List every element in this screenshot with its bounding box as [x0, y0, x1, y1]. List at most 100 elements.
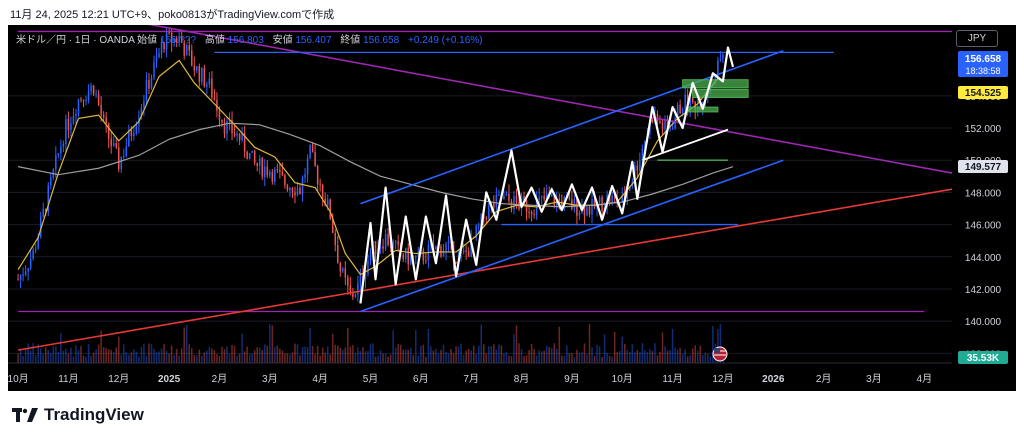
- candle-body: [576, 199, 578, 216]
- volume-bar: [629, 351, 631, 363]
- candle-body: [384, 234, 387, 249]
- volume-bar: [85, 356, 87, 363]
- volume-bar: [130, 352, 133, 363]
- x-tick-label: 3月: [262, 373, 278, 385]
- volume-bar: [344, 347, 347, 363]
- volume-bar: [515, 325, 518, 363]
- volume-bar: [543, 350, 545, 363]
- candle-body: [203, 67, 206, 87]
- volume-badge: [958, 351, 1008, 364]
- volume-bar: [256, 347, 258, 363]
- x-tick-label: 2025: [158, 374, 181, 385]
- candle-body: [583, 205, 586, 216]
- volume-bar: [513, 334, 515, 363]
- volume-bar: [561, 355, 563, 363]
- candle-body: [145, 79, 148, 102]
- candle-body: [168, 32, 170, 34]
- candle-body: [462, 250, 465, 253]
- volume-bar: [228, 353, 231, 363]
- candle-body: [112, 143, 115, 147]
- candle-body: [324, 198, 326, 206]
- candle-body: [719, 59, 722, 61]
- volume-bar: [470, 350, 472, 363]
- x-tick-label: 3月: [866, 373, 882, 385]
- volume-bar: [367, 350, 369, 363]
- candle-body: [97, 93, 100, 105]
- volume-bar: [221, 346, 223, 363]
- volume-bar: [281, 350, 284, 363]
- candle-body: [503, 195, 505, 200]
- moving-average-long-line: [17, 122, 734, 208]
- volume-bar: [508, 355, 510, 363]
- candle-body: [70, 123, 72, 130]
- volume-bar: [571, 353, 573, 363]
- volume-bar: [540, 351, 543, 363]
- volume-bar: [709, 356, 712, 363]
- volume-bar: [258, 347, 261, 363]
- x-tick-label: 2月: [212, 373, 228, 385]
- candle-body: [160, 43, 163, 54]
- volume-bar: [598, 346, 601, 363]
- zigzag-line: [359, 46, 735, 304]
- volume-bar: [102, 347, 105, 363]
- volume-bar: [480, 324, 483, 363]
- candle-body: [173, 38, 175, 43]
- candle-body: [661, 122, 664, 129]
- volume-bar: [641, 343, 644, 363]
- low-label: 安値: [272, 35, 293, 46]
- candlesticks: [17, 28, 724, 302]
- candle-body: [72, 116, 75, 124]
- volume-bar: [110, 349, 112, 363]
- volume-bar: [503, 353, 505, 363]
- candle-body: [447, 241, 450, 244]
- candle-body: [337, 245, 339, 263]
- candle-body: [394, 241, 397, 243]
- volume-bar: [299, 355, 301, 363]
- volume-bar: [608, 356, 611, 363]
- candle-body: [644, 141, 646, 149]
- volume-bar: [107, 349, 110, 363]
- candle-body: [558, 198, 561, 201]
- candle-body: [321, 184, 324, 199]
- green-zone: [692, 88, 749, 98]
- volume-bar: [689, 355, 691, 363]
- volume-bar: [384, 353, 387, 363]
- volume-bar: [271, 325, 274, 363]
- volume-bar: [566, 345, 568, 363]
- candle-body: [613, 195, 616, 197]
- chart-frame[interactable]: 138.000140.000142.000144.000146.000148.0…: [8, 25, 1016, 391]
- candle-body: [42, 208, 44, 217]
- candle-body: [223, 122, 226, 134]
- volume-bar: [362, 347, 364, 363]
- volume-bar: [440, 349, 442, 363]
- candle-body: [233, 133, 236, 136]
- candle-body: [107, 123, 110, 139]
- volume-bar: [422, 344, 425, 363]
- candle-body: [477, 225, 480, 227]
- candle-body: [191, 50, 193, 66]
- volume-bar: [518, 343, 520, 363]
- volume-bar: [447, 353, 450, 363]
- volume-bar: [24, 349, 27, 363]
- candle-body: [347, 277, 349, 286]
- volume-bar: [671, 328, 674, 363]
- volume-bar: [681, 353, 684, 363]
- volume-bar: [236, 355, 238, 363]
- price-chart[interactable]: 138.000140.000142.000144.000146.000148.0…: [8, 25, 1016, 391]
- candle-body: [130, 130, 133, 137]
- candle-body: [266, 166, 269, 176]
- candle-body: [269, 172, 271, 176]
- volume-bar: [591, 347, 593, 363]
- brand[interactable]: TradingView: [12, 405, 144, 425]
- volume-bar: [578, 352, 581, 363]
- currency-button[interactable]: JPY: [956, 30, 998, 47]
- candle-body: [165, 32, 168, 50]
- candle-body: [535, 200, 538, 216]
- candle-body: [201, 67, 203, 82]
- us-flag-icon[interactable]: [712, 346, 728, 362]
- candle-body: [45, 208, 47, 212]
- volume-bar: [150, 344, 153, 363]
- candle-body: [39, 216, 42, 237]
- candle-body: [367, 260, 369, 274]
- candle-body: [251, 150, 253, 153]
